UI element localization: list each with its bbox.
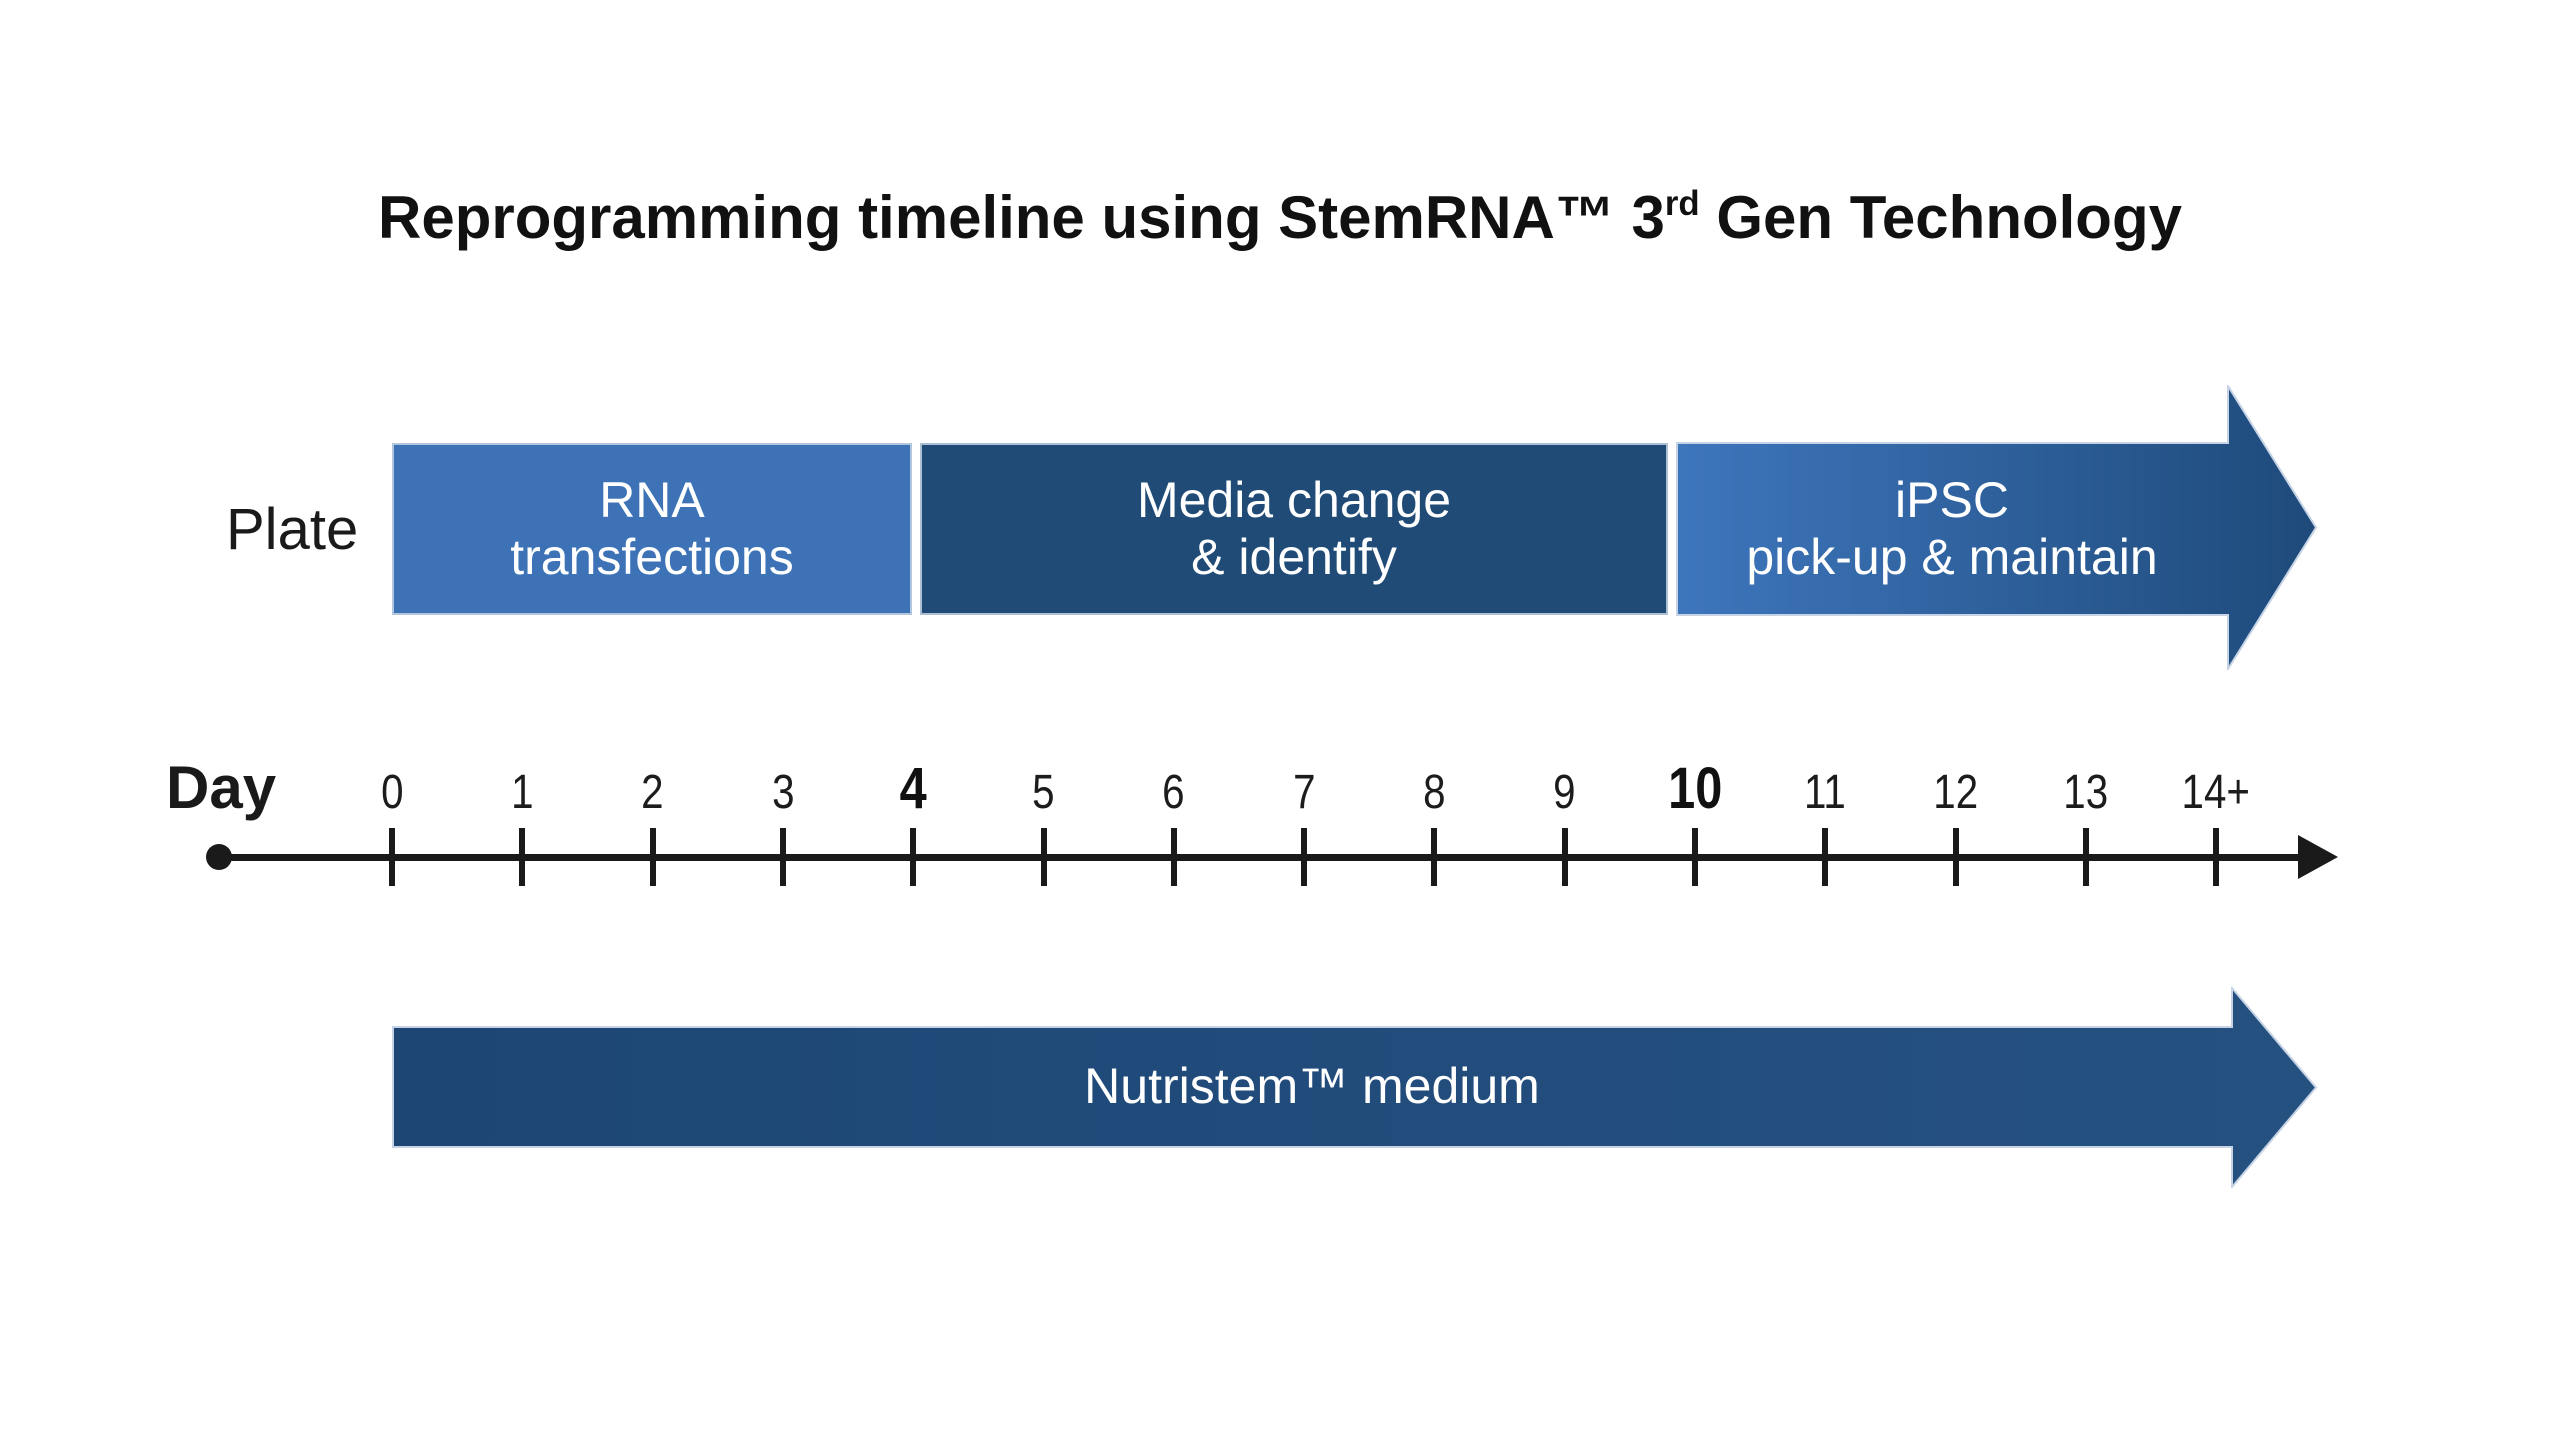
day-number: 1 — [511, 765, 534, 819]
day-tick — [1431, 828, 1438, 886]
day-number: 10 — [1667, 755, 1723, 821]
day-number: 12 — [1933, 765, 1979, 819]
day-number: 0 — [380, 765, 404, 819]
day-tick — [649, 828, 656, 886]
segment-ipsc-pickup-maintain: iPSC pick-up & maintain — [1676, 443, 2228, 615]
axis-line — [219, 854, 2304, 861]
segment-label-line1: iPSC — [1895, 471, 2009, 528]
day-tick — [1040, 828, 1047, 886]
day-tick — [1301, 828, 1308, 886]
axis-start-dot — [206, 844, 232, 870]
day-number: 5 — [1032, 765, 1055, 819]
plate-row-label: Plate — [226, 496, 359, 562]
day-tick — [1561, 828, 1568, 886]
day-axis-label: Day — [166, 753, 277, 821]
day-number: 7 — [1292, 765, 1316, 819]
day-tick — [2213, 828, 2220, 886]
segment-media-change-identify: Media change & identify — [920, 443, 1668, 615]
day-number: 14+ — [2181, 765, 2251, 819]
day-number: 13 — [2063, 765, 2109, 819]
day-tick — [1822, 828, 1829, 886]
title-text: Reprogramming timeline using StemRNA™ 3 — [378, 184, 1665, 251]
day-tick — [2082, 828, 2089, 886]
nutristem-medium-bar: Nutristem™ medium — [392, 1027, 2232, 1147]
day-number: 4 — [899, 755, 927, 821]
day-number: 2 — [641, 765, 664, 819]
segment-label-line2: transfections — [510, 529, 794, 585]
title-suffix: Gen Technology — [1699, 184, 2182, 251]
day-tick — [779, 828, 786, 886]
segment-label-line2: & identify — [1191, 529, 1397, 585]
day-tick — [519, 828, 526, 886]
day-number: 9 — [1553, 765, 1576, 819]
nutristem-label: Nutristem™ medium — [1084, 1058, 1540, 1115]
arrow-polygon — [1676, 385, 2318, 670]
arrow-polygon — [392, 987, 2318, 1188]
segment-ipsc-arrow-shape — [1676, 385, 2318, 670]
day-tick — [1692, 828, 1698, 886]
segment-rna-transfections: RNA transfections — [392, 443, 912, 615]
day-tick — [389, 828, 395, 886]
segment-label-line1: RNA — [599, 471, 705, 528]
day-number: 3 — [771, 765, 795, 819]
title-superscript: rd — [1664, 184, 1700, 224]
axis-arrowhead-icon — [2298, 835, 2338, 879]
day-tick — [910, 828, 917, 886]
nutristem-arrow-shape — [392, 987, 2318, 1188]
day-tick — [1952, 828, 1959, 886]
day-number: 11 — [1804, 765, 1847, 819]
segment-label-line2: pick-up & maintain — [1746, 529, 2158, 585]
day-tick — [1170, 828, 1177, 886]
day-number: 8 — [1423, 765, 1446, 819]
page-title: Reprogramming timeline using StemRNA™ 3r… — [0, 182, 2560, 254]
day-number: 6 — [1162, 765, 1186, 819]
segment-label-line1: Media change — [1136, 471, 1452, 528]
